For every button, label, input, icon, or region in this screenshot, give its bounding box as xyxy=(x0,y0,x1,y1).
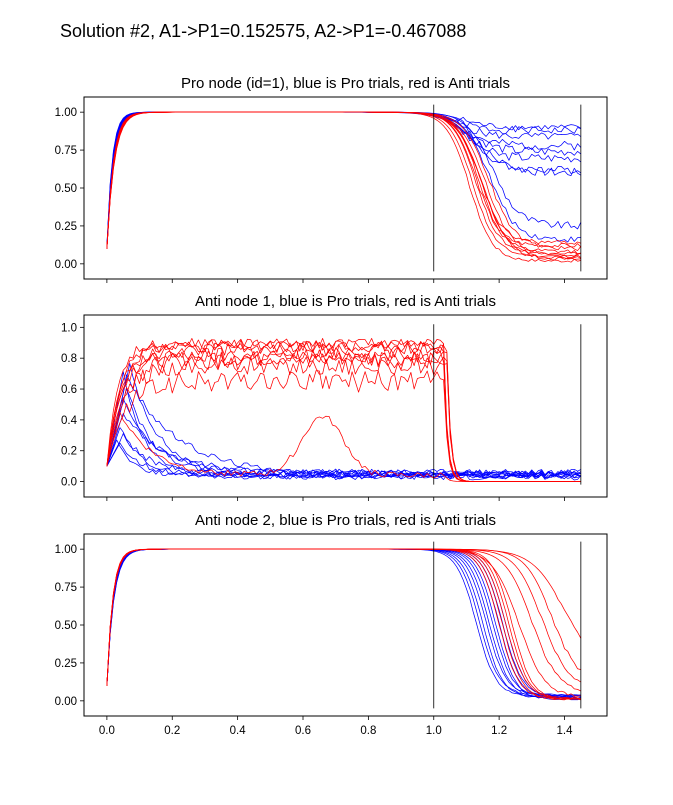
y-tick-label: 1.00 xyxy=(55,544,77,556)
x-tick-label: 1.0 xyxy=(426,725,442,737)
panel-title: Pro node (id=1), blue is Pro trials, red… xyxy=(181,75,510,92)
x-tick-label: 0.4 xyxy=(230,725,247,737)
x-tick-label: 0.8 xyxy=(360,725,376,737)
series-line-pro-10 xyxy=(106,433,581,478)
x-tick-label: 1.2 xyxy=(491,725,507,737)
series-lines xyxy=(106,337,582,482)
y-tick-label: 0.25 xyxy=(55,221,77,233)
series-line-anti-20 xyxy=(106,548,581,701)
y-tick-label: 0.50 xyxy=(55,620,77,632)
x-tick-label: 1.4 xyxy=(557,725,574,737)
x-tick-label: 0.6 xyxy=(295,725,311,737)
x-tick-label: 0.2 xyxy=(164,725,180,737)
y-tick-label: 0.2 xyxy=(61,446,77,458)
y-tick-label: 0.75 xyxy=(55,582,77,594)
x-tick-label: 0.0 xyxy=(99,725,115,737)
y-tick-label: 0.4 xyxy=(61,415,78,427)
series-line-anti-20 xyxy=(106,111,581,255)
y-tick-label: 0.00 xyxy=(55,696,77,708)
y-tick-label: 1.0 xyxy=(61,322,77,334)
panel-title: Anti node 1, blue is Pro trials, red is … xyxy=(195,293,496,310)
y-tick-label: 0.25 xyxy=(55,658,77,670)
y-tick-label: 0.0 xyxy=(61,477,77,489)
figure-suptitle: Solution #2, A1->P1=0.152575, A2->P1=-0.… xyxy=(60,21,466,41)
panels: Pro node (id=1), blue is Pro trials, red… xyxy=(55,75,608,737)
series-lines xyxy=(106,548,582,701)
y-tick-label: 0.00 xyxy=(55,259,77,271)
y-tick-label: 0.75 xyxy=(55,145,77,157)
series-lines xyxy=(106,111,582,263)
chart-panel-3: Anti node 2, blue is Pro trials, red is … xyxy=(55,512,608,737)
chart-panel-2: Anti node 1, blue is Pro trials, red is … xyxy=(61,293,608,501)
panel-title: Anti node 2, blue is Pro trials, red is … xyxy=(195,512,496,529)
chart-panel-1: Pro node (id=1), blue is Pro trials, red… xyxy=(55,75,608,283)
y-tick-label: 0.6 xyxy=(61,384,77,396)
series-line-pro-9 xyxy=(106,427,582,480)
y-tick-label: 1.00 xyxy=(55,107,77,119)
y-tick-label: 0.50 xyxy=(55,183,77,195)
y-tick-label: 0.8 xyxy=(61,353,77,365)
axes-frame xyxy=(83,314,608,498)
series-line-anti-20 xyxy=(106,411,581,482)
